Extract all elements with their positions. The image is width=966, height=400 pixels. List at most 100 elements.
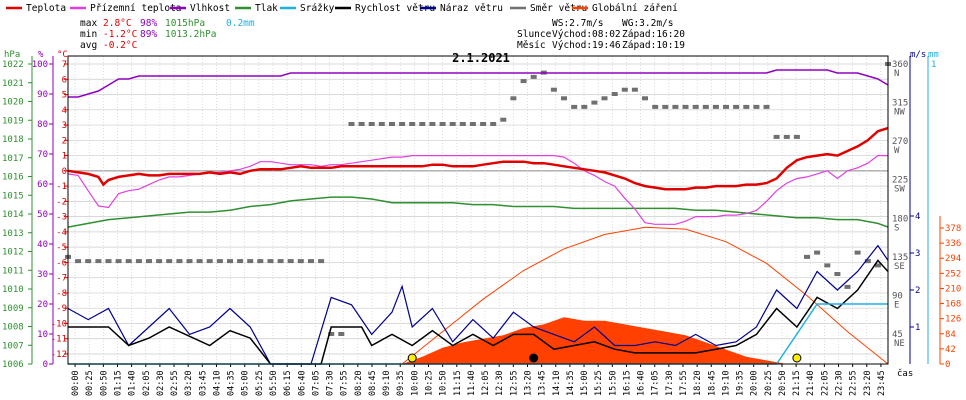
x-tick: 02:55 — [170, 370, 180, 396]
legend-label: Náraz větru — [440, 3, 503, 14]
wind-direction-point — [115, 259, 122, 264]
hpa-tick: 1015 — [2, 191, 24, 201]
hpa-tick: 1019 — [2, 116, 24, 126]
percent-unit: % — [38, 50, 44, 60]
radiation-tick: 42 — [945, 345, 956, 355]
percent-tick: 60 — [37, 180, 48, 190]
legend-label: Přízemní teplota — [90, 3, 182, 14]
wind-direction-point — [864, 259, 871, 264]
wind-direction-point — [196, 259, 203, 264]
radiation-tick: 378 — [945, 224, 961, 234]
wind-direction-point — [591, 100, 598, 105]
stats-min-temp: -1.2°C — [103, 29, 137, 40]
hpa-tick: 1020 — [2, 98, 24, 108]
wind-direction-point — [216, 259, 223, 264]
x-tick: 15:25 — [594, 370, 604, 396]
wind-direction-point — [642, 96, 648, 101]
celsius-tick: 0 — [62, 167, 67, 177]
x-tick: 22:55 — [849, 370, 859, 396]
x-tick: 19:35 — [736, 370, 746, 396]
wind-tick: 2 — [915, 286, 920, 296]
radiation-tick: 0 — [945, 360, 950, 370]
wind-direction-point — [308, 259, 314, 264]
time-axis-label: čas — [897, 368, 913, 379]
celsius-tick: 2 — [62, 136, 67, 146]
x-tick: 13:45 — [538, 370, 548, 396]
percent-tick: 40 — [37, 240, 48, 250]
sunset-marker — [792, 353, 802, 363]
wind-direction-point — [247, 259, 254, 264]
x-tick: 14:10 — [552, 370, 562, 396]
direction-tick: 45 — [892, 330, 903, 340]
legend-label: Teplota — [26, 3, 66, 14]
x-tick: 03:45 — [198, 370, 208, 396]
direction-tick: 180 — [892, 214, 908, 224]
x-tick: 21:15 — [792, 370, 802, 396]
moonset-text: Západ:10:19 — [622, 40, 685, 51]
x-tick: 15:00 — [580, 370, 590, 396]
direction-compass: SW — [894, 185, 905, 195]
x-tick: 19:10 — [721, 370, 731, 396]
wind-direction-point — [176, 259, 183, 264]
wind-direction-point — [844, 284, 851, 289]
stats-min-press: 1013.2hPa — [165, 29, 216, 40]
moonrise-text: Východ:19:46 — [552, 40, 621, 51]
legend-label: Tlak — [255, 3, 278, 14]
wind-direction-point — [550, 87, 557, 92]
wind-speed-line — [68, 259, 889, 365]
x-tick: 12:30 — [495, 370, 505, 396]
x-tick: 08:45 — [368, 370, 378, 396]
wind-direction-point — [793, 134, 800, 139]
wind-direction-point — [672, 104, 679, 109]
celsius-tick: -5 — [56, 243, 67, 253]
x-tick: 01:15 — [113, 370, 123, 396]
x-tick: 11:40 — [467, 370, 477, 396]
x-tick: 15:50 — [608, 370, 618, 396]
celsius-tick: -4 — [56, 228, 67, 238]
wind-direction-point — [206, 259, 213, 264]
wind-direction-point — [814, 250, 821, 255]
wind-direction-point — [561, 96, 567, 101]
wind-direction-point — [510, 96, 517, 101]
chart-title: 2.1.2021 — [452, 51, 510, 65]
radiation-tick: 210 — [945, 284, 961, 294]
wind-direction-point — [854, 250, 861, 255]
percent-tick: 50 — [37, 210, 48, 220]
radiation-tick: 252 — [945, 269, 961, 279]
x-tick: 16:15 — [622, 370, 632, 396]
wind-tick: 1 — [915, 323, 920, 333]
wind-direction-point — [368, 122, 375, 126]
direction-tick: 135 — [892, 253, 908, 263]
wind-direction-point — [399, 122, 406, 126]
celsius-tick: -1 — [56, 182, 67, 192]
wind-speed-info: WS:2.7m/s — [552, 18, 603, 29]
x-tick: 22:05 — [820, 370, 830, 396]
radiation-tick: 294 — [945, 254, 961, 264]
stats-max-hum: 98% — [140, 18, 157, 29]
x-tick: 05:25 — [255, 370, 265, 396]
direction-tick: 225 — [892, 176, 908, 186]
wind-direction-point — [166, 259, 173, 264]
stats-max-press: 1015hPa — [165, 18, 205, 29]
x-tick: 02:30 — [156, 370, 166, 396]
wind-direction-point — [581, 104, 588, 109]
x-tick: 18:45 — [707, 370, 717, 396]
sunrise-marker — [407, 353, 417, 363]
hpa-tick: 1011 — [2, 266, 24, 276]
x-tick: 05:50 — [269, 370, 279, 396]
legend-label: Směr větru — [530, 3, 587, 14]
wind-direction-point — [773, 134, 780, 139]
direction-tick: 315 — [892, 99, 908, 109]
x-tick: 18:20 — [693, 370, 703, 396]
wind-direction-point — [318, 259, 325, 264]
x-tick: 07:05 — [311, 370, 321, 396]
celsius-tick: 4 — [62, 106, 67, 116]
stats-avg-label: avg — [80, 40, 97, 51]
percent-tick: 70 — [37, 150, 48, 160]
moonset-marker — [529, 353, 539, 363]
x-axis: 00:00 00:25 00:50 01:15 01:40 02:05 02:30 02:55… — [71, 364, 887, 396]
wind-direction-point — [631, 87, 638, 92]
wind-direction-point — [156, 259, 163, 264]
